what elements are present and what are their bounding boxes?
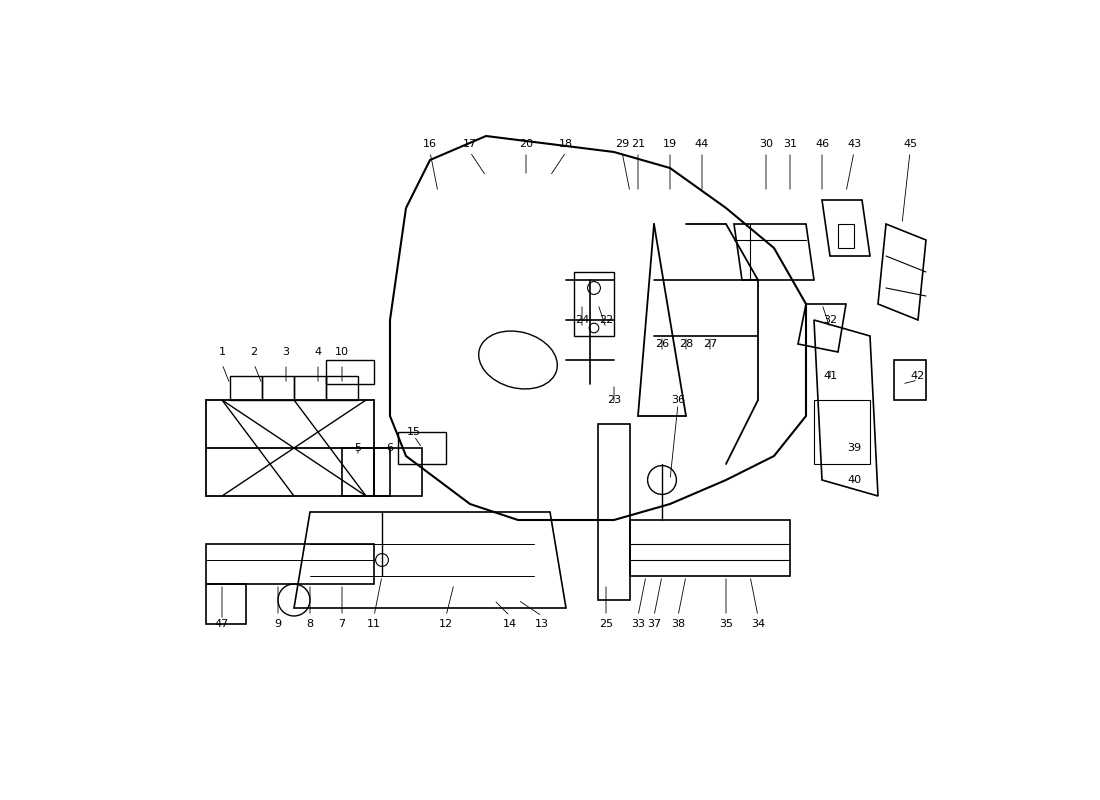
Text: 16: 16 bbox=[424, 139, 437, 149]
Text: 13: 13 bbox=[535, 619, 549, 629]
Text: 18: 18 bbox=[559, 139, 573, 149]
Text: 38: 38 bbox=[671, 619, 685, 629]
Text: 22: 22 bbox=[598, 315, 613, 325]
Text: 10: 10 bbox=[336, 347, 349, 357]
Text: 35: 35 bbox=[719, 619, 733, 629]
Text: 15: 15 bbox=[407, 427, 421, 437]
Text: 36: 36 bbox=[671, 395, 685, 405]
Text: 7: 7 bbox=[339, 619, 345, 629]
Text: 32: 32 bbox=[823, 315, 837, 325]
Text: 31: 31 bbox=[783, 139, 798, 149]
Text: 27: 27 bbox=[703, 339, 717, 349]
Text: 4: 4 bbox=[315, 347, 321, 357]
Text: 14: 14 bbox=[503, 619, 517, 629]
Text: 2: 2 bbox=[251, 347, 257, 357]
Text: 43: 43 bbox=[847, 139, 861, 149]
Text: 40: 40 bbox=[847, 475, 861, 485]
Text: 20: 20 bbox=[519, 139, 534, 149]
Text: 11: 11 bbox=[367, 619, 381, 629]
Text: 47: 47 bbox=[214, 619, 229, 629]
Text: 23: 23 bbox=[607, 395, 621, 405]
Text: 42: 42 bbox=[911, 371, 925, 381]
Text: 8: 8 bbox=[307, 619, 314, 629]
Text: 26: 26 bbox=[654, 339, 669, 349]
Text: 33: 33 bbox=[631, 619, 645, 629]
Text: 24: 24 bbox=[575, 315, 590, 325]
Text: 34: 34 bbox=[751, 619, 766, 629]
Text: 44: 44 bbox=[695, 139, 710, 149]
Text: 5: 5 bbox=[354, 443, 362, 453]
Text: 37: 37 bbox=[647, 619, 661, 629]
Text: 41: 41 bbox=[823, 371, 837, 381]
Text: 39: 39 bbox=[847, 443, 861, 453]
Text: 6: 6 bbox=[386, 443, 394, 453]
Text: 45: 45 bbox=[903, 139, 917, 149]
Text: 17: 17 bbox=[463, 139, 477, 149]
Text: 25: 25 bbox=[598, 619, 613, 629]
Text: 12: 12 bbox=[439, 619, 453, 629]
Text: 1: 1 bbox=[219, 347, 225, 357]
Text: 9: 9 bbox=[274, 619, 282, 629]
Bar bbox=[574, 272, 614, 336]
Text: 28: 28 bbox=[679, 339, 693, 349]
Text: 46: 46 bbox=[815, 139, 829, 149]
Text: 30: 30 bbox=[759, 139, 773, 149]
Text: 3: 3 bbox=[283, 347, 289, 357]
Text: 21: 21 bbox=[631, 139, 645, 149]
Text: 29: 29 bbox=[615, 139, 629, 149]
Text: 19: 19 bbox=[663, 139, 678, 149]
